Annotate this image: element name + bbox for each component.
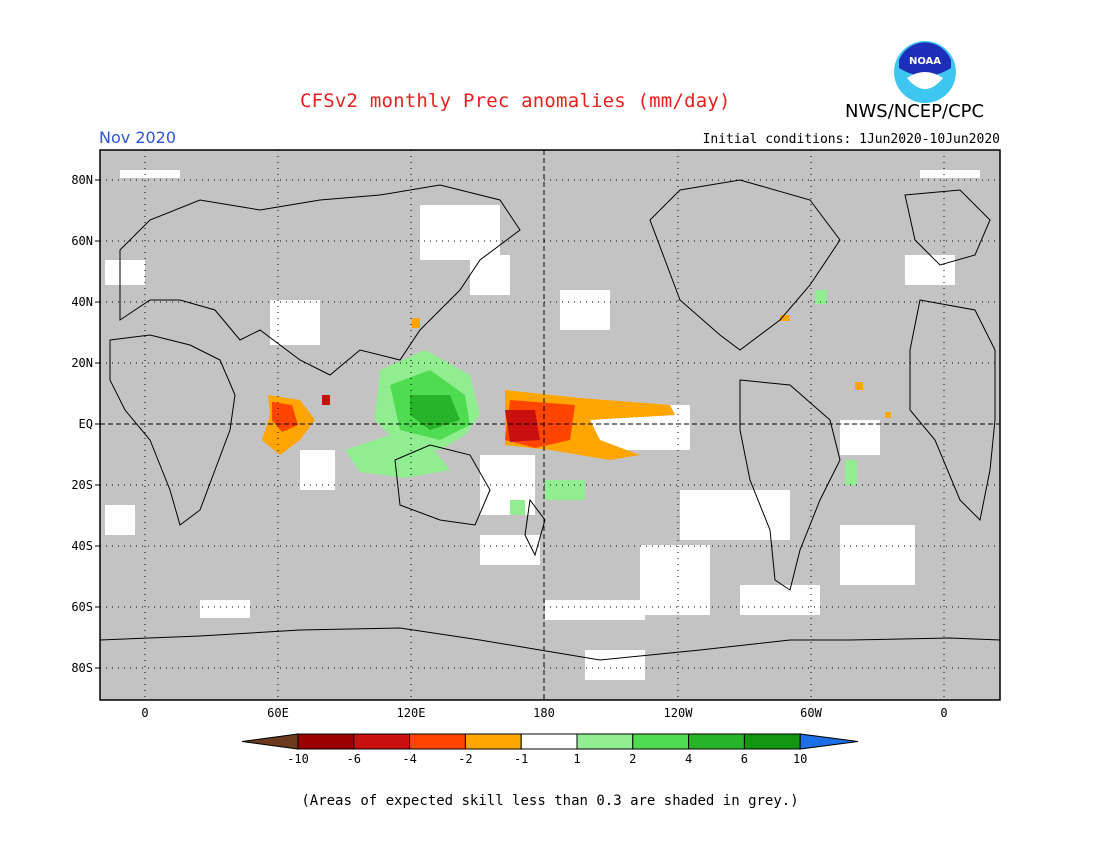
lat-label-eq: EQ	[78, 417, 93, 431]
legend-label: 4	[684, 752, 693, 766]
lat-label-40n: 40N	[71, 295, 93, 309]
lon-label-120e: 120E	[396, 706, 426, 720]
initial-conditions: Initial conditions: 1Jun2020-10Jun2020	[702, 132, 1000, 147]
lat-label-20n: 20N	[71, 356, 93, 370]
gridlines	[100, 150, 1000, 700]
white-anomaly-patches	[105, 170, 980, 680]
lon-label-180: 180	[533, 706, 555, 720]
logo-text: NOAA	[909, 56, 941, 67]
legend-label: -2	[458, 752, 473, 766]
lon-label-60e: 60E	[267, 706, 289, 720]
lon-label-60w: 60W	[800, 706, 822, 720]
coastlines	[100, 179, 1000, 661]
lat-label-20s: 20S	[71, 478, 93, 492]
legend-swatch	[520, 733, 578, 750]
legend-swatch	[297, 733, 355, 750]
legend-swatch	[464, 733, 522, 750]
lat-label-80n: 80N	[71, 173, 93, 187]
lat-ticks	[95, 179, 100, 669]
lat-label-40s: 40S	[71, 539, 93, 553]
lat-label-60s: 60S	[71, 600, 93, 614]
legend-swatch	[409, 733, 466, 750]
legend-label: -1	[513, 752, 529, 766]
org-label: NWS/NCEP/CPC	[845, 101, 985, 122]
legend-arrow-high	[799, 733, 859, 750]
legend-label: -6	[346, 752, 362, 766]
legend-swatch	[688, 733, 745, 750]
legend-swatch	[353, 733, 411, 750]
legend-arrow-low	[241, 733, 299, 750]
lat-label-80s: 80S	[71, 661, 93, 675]
legend-label: -4	[402, 752, 417, 766]
legend-label: 1	[573, 752, 581, 766]
noaa-logo: NOAA	[894, 41, 956, 103]
legend-swatch	[632, 733, 690, 750]
map-title: CFSv2 monthly Prec anomalies (mm/day)	[300, 90, 731, 112]
skill-footnote: (Areas of expected skill less than 0.3 a…	[301, 793, 799, 809]
legend-label: -10	[287, 752, 309, 766]
lat-label-60n: 60N	[71, 234, 93, 248]
legend-swatch	[576, 733, 634, 750]
lon-label-0-east: 0	[940, 706, 948, 720]
forecast-month: Nov 2020	[99, 128, 177, 147]
map-frame	[99, 149, 1001, 701]
wet-anomaly-patches	[345, 290, 857, 515]
legend-label: 10	[792, 752, 808, 766]
lon-label-120w: 120W	[663, 706, 693, 720]
legend-swatch	[743, 733, 801, 750]
legend-label: 2	[629, 752, 637, 766]
legend-label: 6	[740, 752, 748, 766]
lon-label-0-west: 0	[141, 706, 149, 720]
